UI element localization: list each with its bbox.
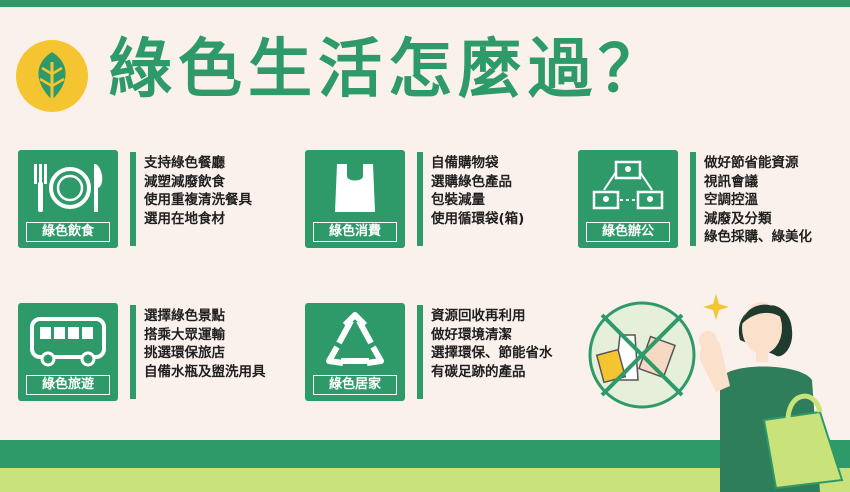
list-item: 綠色採購、綠美化 (704, 229, 812, 245)
top-accent-bar (0, 0, 850, 7)
card-green-consumption: 綠色消費 自備購物袋 選購綠色產品 包裝減量 使用循環袋(箱) (305, 150, 565, 250)
list-item: 減廢及分類 (704, 210, 772, 227)
card-label: 綠色消費 (313, 222, 397, 242)
bottom-band (0, 440, 850, 468)
list-item: 做好節省能資源 (704, 155, 799, 171)
bottom-band-light (0, 468, 850, 492)
card-divider (690, 152, 696, 246)
card-item-list: 選擇綠色景點 搭乘大眾運輸 挑選環保旅店 自備水瓶及盥洗用具 (144, 307, 266, 381)
list-item: 空調控溫 (704, 192, 758, 208)
card-icon-box: 綠色飲食 (18, 150, 118, 248)
card-divider (130, 152, 136, 246)
list-item: 視訊會議 (704, 173, 758, 190)
woman-no-plastic-illustration (588, 294, 844, 492)
card-green-diet: 綠色飲食 支持綠色餐廳 減塑減廢飲食 使用重複清洗餐具 選用在地食材 (18, 150, 278, 250)
card-label: 綠色飲食 (26, 222, 110, 242)
list-item: 選用在地食材 (144, 210, 225, 227)
list-item: 選購綠色產品 (431, 173, 512, 190)
no-plastic-bag-icon (588, 301, 696, 409)
list-item: 支持綠色餐廳 (144, 155, 225, 171)
card-item-list: 支持綠色餐廳 減塑減廢飲食 使用重複清洗餐具 選用在地食材 (144, 154, 252, 228)
shopping-bag-icon (335, 164, 375, 212)
list-item: 使用重複清洗餐具 (144, 192, 252, 208)
card-item-list: 自備購物袋 選購綠色產品 包裝減量 使用循環袋(箱) (431, 154, 524, 228)
card-divider (130, 305, 136, 399)
sparkle-icon (703, 294, 729, 320)
card-divider (417, 305, 423, 399)
list-item: 自備購物袋 (431, 155, 499, 171)
card-item-list: 資源回收再利用 做好環境清潔 選擇環保、節能省水 有碳足跡的產品 (431, 307, 553, 381)
card-icon-box: 綠色旅遊 (18, 303, 118, 401)
card-label: 綠色旅遊 (26, 375, 110, 395)
card-item-list: 做好節省能資源 視訊會議 空調控溫 減廢及分類 綠色採購、綠美化 (704, 154, 812, 247)
woman-figure (699, 302, 844, 492)
leaf-logo (16, 40, 88, 112)
card-icon-box: 綠色消費 (305, 150, 405, 248)
video-conference-icon (592, 160, 664, 210)
card-icon-box: 綠色辦公 (578, 150, 678, 248)
list-item: 選擇環保、節能省水 (431, 345, 553, 361)
card-icon-box: 綠色居家 (305, 303, 405, 401)
card-label: 綠色辦公 (586, 222, 670, 242)
list-item: 包裝減量 (431, 192, 485, 208)
leaf-icon (38, 52, 66, 102)
list-item: 做好環境清潔 (431, 326, 512, 343)
page-title: 綠色生活怎麼過？ (108, 33, 668, 107)
card-green-office: 綠色辦公 做好節省能資源 視訊會議 空調控溫 減廢及分類 綠色採購、綠美化 (578, 150, 848, 250)
recycle-icon (326, 312, 384, 366)
card-green-home: 綠色居家 資源回收再利用 做好環境清潔 選擇環保、節能省水 有碳足跡的產品 (305, 303, 580, 403)
header: 綠色生活怎麼過？ (0, 18, 850, 118)
card-divider (417, 152, 423, 246)
bus-icon (30, 317, 106, 367)
list-item: 減塑減廢飲食 (144, 173, 225, 190)
list-item: 搭乘大眾運輸 (144, 326, 225, 343)
list-item: 有碳足跡的產品 (431, 363, 526, 380)
card-label: 綠色居家 (313, 375, 397, 395)
list-item: 選擇綠色景點 (144, 308, 225, 324)
list-item: 資源回收再利用 (431, 308, 526, 324)
plate-fork-knife-icon (34, 164, 103, 212)
list-item: 使用循環袋(箱) (431, 210, 525, 227)
card-green-travel: 綠色旅遊 選擇綠色景點 搭乘大眾運輸 挑選環保旅店 自備水瓶及盥洗用具 (18, 303, 298, 403)
list-item: 挑選環保旅店 (144, 345, 225, 361)
list-item: 自備水瓶及盥洗用具 (144, 363, 266, 380)
